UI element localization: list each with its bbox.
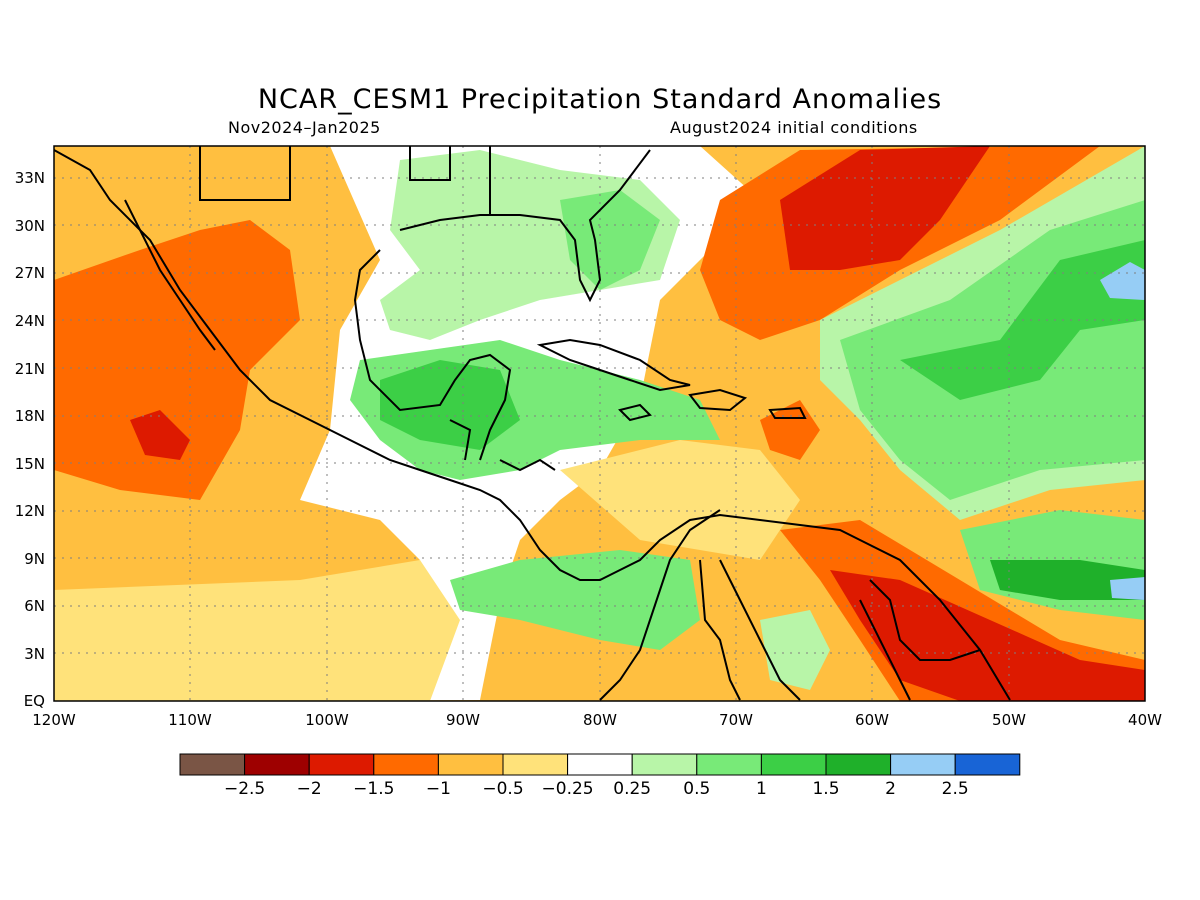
- colorbar-label: 0.5: [683, 779, 710, 799]
- lat-label: 33N: [15, 169, 45, 187]
- colorbar-label: 1: [756, 779, 767, 799]
- lon-label: 50W: [992, 711, 1026, 729]
- latitude-labels: EQ 3N 6N 9N 12N 15N 18N 21N 24N 27N 30N …: [15, 169, 45, 710]
- lat-label: 12N: [15, 502, 45, 520]
- lat-label: 21N: [15, 360, 45, 378]
- lat-label: EQ: [24, 692, 45, 710]
- lon-label: 110W: [168, 711, 212, 729]
- colorbar-swatch: [179, 753, 246, 776]
- initial-conditions: August2024 initial conditions: [670, 118, 918, 137]
- colorbar-swatch: [890, 753, 956, 776]
- colorbar-label: −0.5: [482, 779, 523, 799]
- colorbar-swatch: [373, 753, 439, 776]
- colorbar-label: 1.5: [812, 779, 839, 799]
- colorbar-label: −2.5: [224, 779, 265, 799]
- lat-label: 9N: [24, 550, 45, 568]
- colorbar: −2.5 −2 −1.5 −1 −0.5 −0.25 0.25 0.5 1 1.5 2 2.5: [179, 753, 1021, 799]
- anomaly-yellow-caribbean: [560, 440, 800, 560]
- anomaly-blue-atlantic-south: [1110, 577, 1145, 600]
- map-title: NCAR_CESM1 Precipitation Standard Anomal…: [257, 84, 943, 115]
- colorbar-swatch: [760, 753, 827, 776]
- colorbar-swatch: [631, 753, 698, 776]
- colorbar-label: 0.25: [613, 779, 651, 799]
- colorbar-swatch: [954, 753, 1021, 776]
- colorbar-swatch: [244, 753, 310, 776]
- anomaly-yellow-southwest: [54, 560, 460, 701]
- anomaly-green-florida: [560, 190, 660, 290]
- colorbar-label: 2: [885, 779, 896, 799]
- colorbar-swatch: [437, 753, 504, 776]
- lat-label: 30N: [15, 217, 45, 235]
- anomaly-red-atlantic: [780, 146, 990, 270]
- colorbar-swatch: [567, 753, 633, 776]
- anomaly-red-south-america: [830, 570, 1145, 701]
- colorbar-label: 2.5: [942, 779, 969, 799]
- colorbar-swatch: [308, 753, 375, 776]
- anomaly-red-pacific: [130, 410, 190, 460]
- anomaly-field: [54, 146, 1145, 701]
- longitude-labels: 120W 110W 100W 90W 80W 70W 60W 50W 40W: [32, 711, 1162, 729]
- anomaly-orange-caribbean: [760, 400, 820, 460]
- lon-label: 120W: [32, 711, 76, 729]
- anomaly-green-panama: [450, 550, 700, 650]
- lon-label: 100W: [305, 711, 349, 729]
- lat-label: 18N: [15, 407, 45, 425]
- lon-label: 40W: [1128, 711, 1162, 729]
- lat-label: 27N: [15, 264, 45, 282]
- colorbar-label: −0.25: [542, 779, 594, 799]
- forecast-period: Nov2024–Jan2025: [228, 118, 381, 137]
- lon-label: 90W: [446, 711, 480, 729]
- map-frame: [53, 145, 1146, 702]
- lon-label: 60W: [855, 711, 889, 729]
- colorbar-label: −1: [426, 779, 451, 799]
- anomaly-orange-west: [54, 220, 300, 500]
- colorbar-swatch: [696, 753, 762, 776]
- anomaly-green-colombia: [760, 610, 830, 690]
- colorbar-label: −2: [297, 779, 322, 799]
- anomaly-blue-atlantic-north: [1100, 262, 1145, 300]
- coastlines: [54, 146, 1011, 701]
- anomaly-green-strong-yucatan: [380, 360, 520, 450]
- colorbar-swatch: [825, 753, 892, 776]
- lat-label: 15N: [15, 455, 45, 473]
- lat-label: 3N: [24, 645, 45, 663]
- anomaly-green-strong-southeast: [990, 560, 1145, 600]
- lat-label: 24N: [15, 312, 45, 330]
- lon-label: 70W: [719, 711, 753, 729]
- lat-label: 6N: [24, 597, 45, 615]
- colorbar-label: −1.5: [353, 779, 394, 799]
- colorbar-swatch: [502, 753, 569, 776]
- lon-label: 80W: [583, 711, 617, 729]
